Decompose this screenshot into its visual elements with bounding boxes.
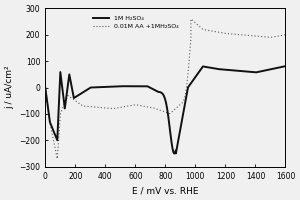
Legend: 1M H₂SO₄, 0.01M AA +1MH₂SO₄: 1M H₂SO₄, 0.01M AA +1MH₂SO₄ (92, 15, 179, 30)
Y-axis label: j / uA/cm²: j / uA/cm² (5, 66, 14, 109)
X-axis label: E / mV vs. RHE: E / mV vs. RHE (132, 186, 199, 195)
